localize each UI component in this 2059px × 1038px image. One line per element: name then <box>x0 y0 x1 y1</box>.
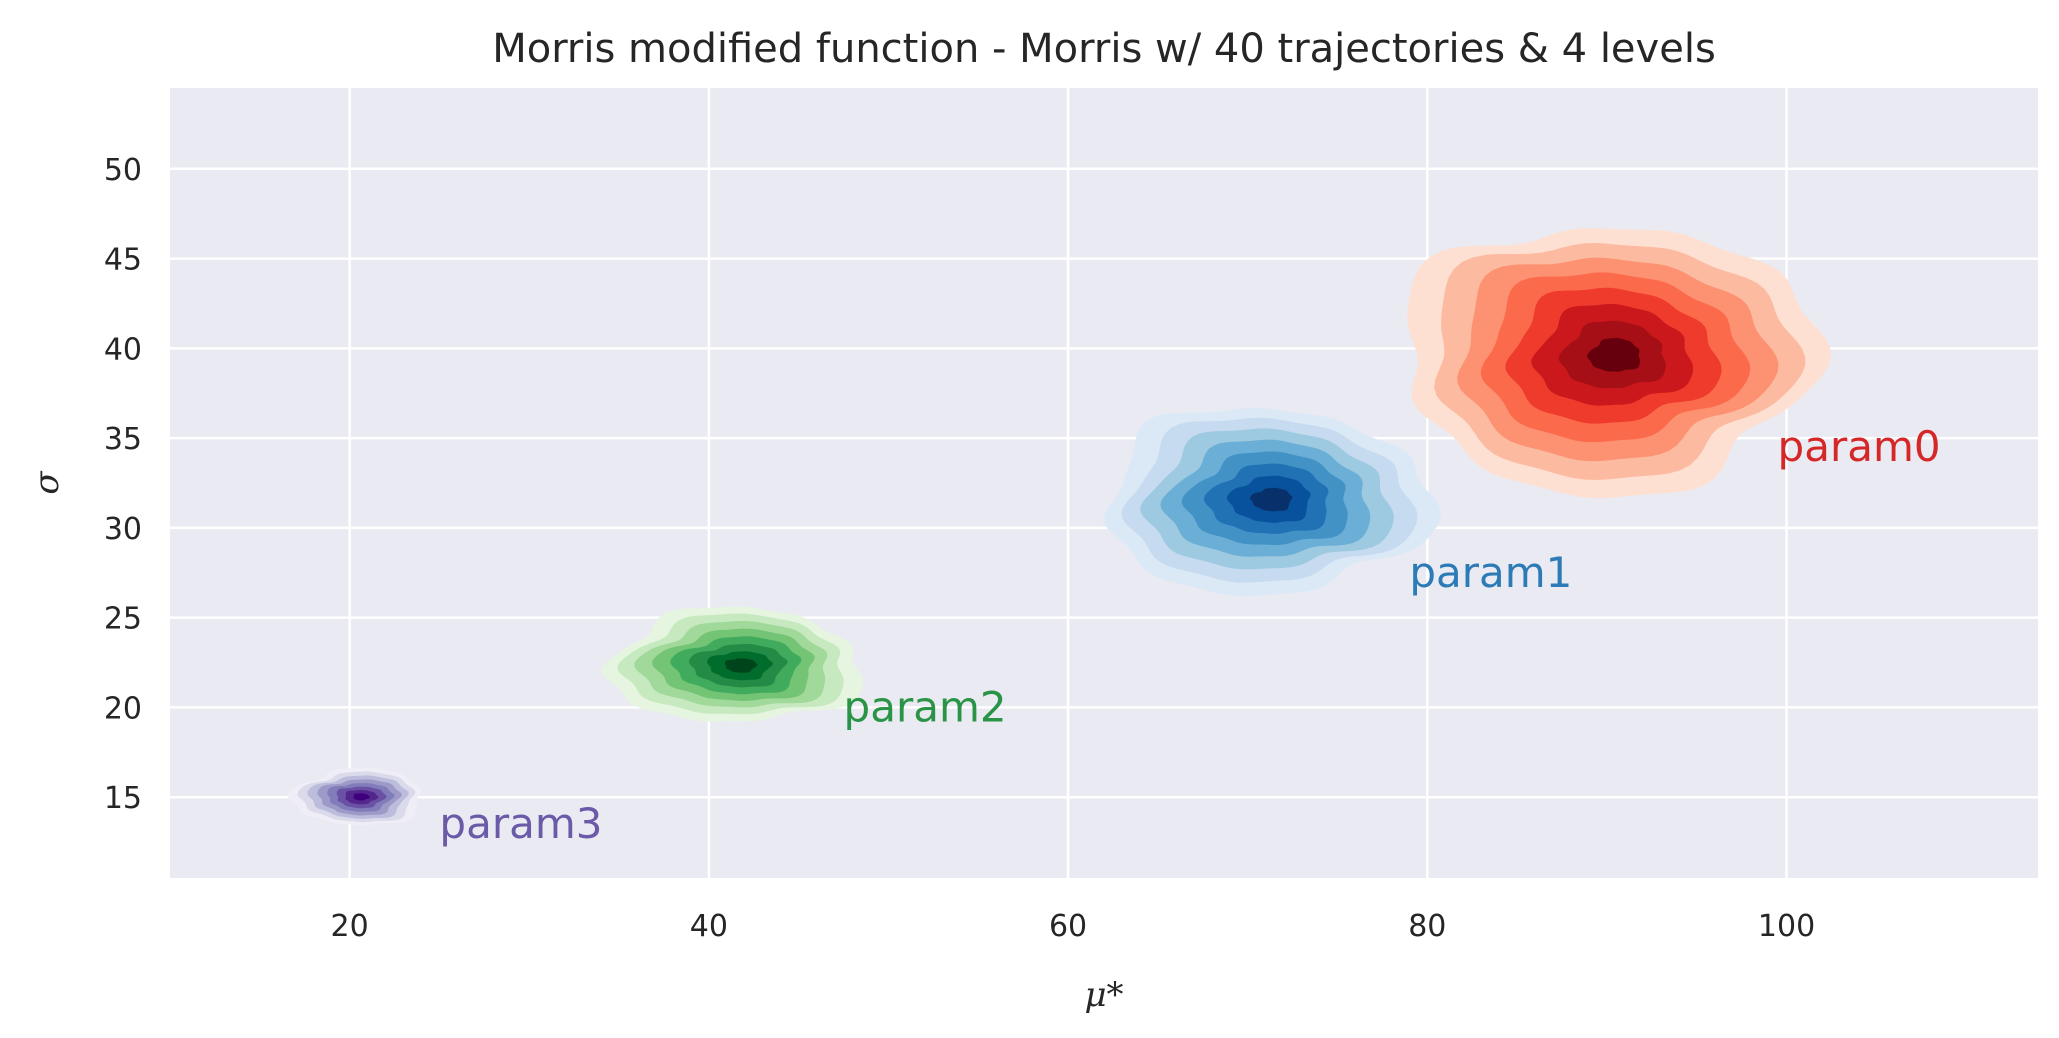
contour-param1 <box>1103 407 1442 597</box>
label-param3: param3 <box>439 799 602 848</box>
contour-param0 <box>1407 228 1831 499</box>
label-param1: param1 <box>1409 548 1572 597</box>
y-tick-label: 35 <box>104 422 142 457</box>
y-axis-label: σ <box>27 471 67 495</box>
plot-area <box>170 88 2038 878</box>
label-param0: param0 <box>1778 422 1941 471</box>
label-param2: param2 <box>844 682 1007 731</box>
y-tick-label: 50 <box>104 153 142 188</box>
chart-title: Morris modified function - Morris w/ 40 … <box>492 26 1716 72</box>
contour-param2 <box>601 606 864 722</box>
param1-level-8 <box>1250 487 1293 512</box>
y-tick-label: 45 <box>104 243 142 278</box>
y-tick-label: 15 <box>104 781 142 816</box>
x-tick-label: 40 <box>690 909 728 944</box>
x-tick-label: 20 <box>331 909 369 944</box>
contour-param3 <box>287 767 422 826</box>
density-contours <box>287 228 1831 826</box>
param2-level-8 <box>724 658 758 673</box>
y-tick-label: 25 <box>104 602 142 637</box>
x-tick-label: 100 <box>1758 909 1815 944</box>
y-tick-label: 20 <box>104 691 142 726</box>
x-axis-label: μ* <box>1084 975 1123 1015</box>
param0-level-8 <box>1587 337 1640 372</box>
y-tick-label: 40 <box>104 332 142 367</box>
annotation-labels: param0 param1 param2 param3 <box>439 422 1940 848</box>
x-tick-label: 80 <box>1408 909 1446 944</box>
y-tick-label: 30 <box>104 512 142 547</box>
param3-level-8 <box>353 793 370 801</box>
x-tick-label: 60 <box>1049 909 1087 944</box>
tick-labels: 20 40 60 80 100 15 20 25 30 35 40 45 50 <box>104 153 1815 944</box>
